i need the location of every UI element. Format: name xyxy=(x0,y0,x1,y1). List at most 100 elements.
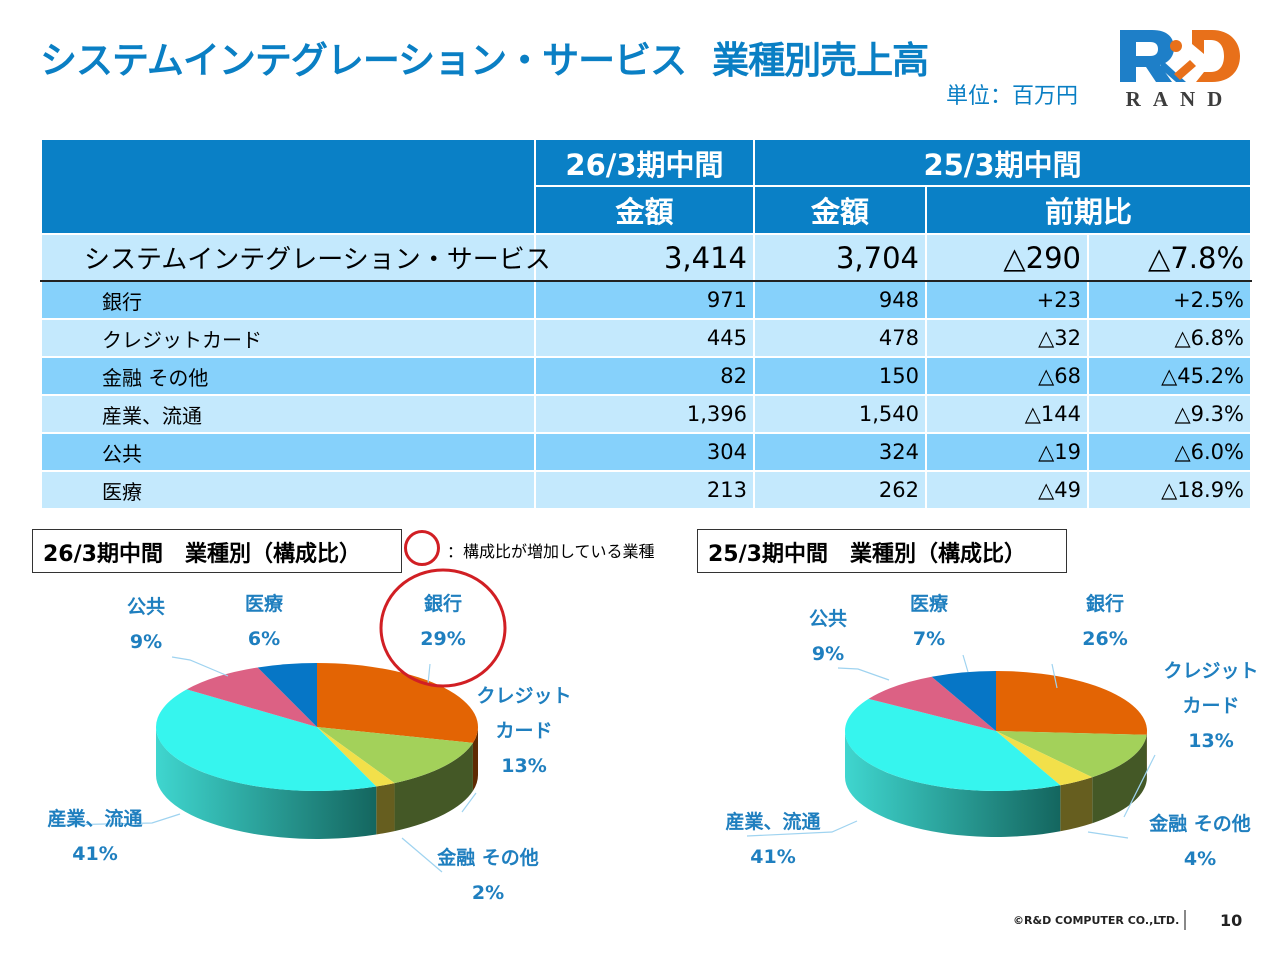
header-amount-current: 金額 xyxy=(534,185,755,235)
cell-ratio: △45.2% xyxy=(1086,356,1253,396)
pie1-value-medical: 7% xyxy=(913,628,945,650)
pie1-side-industry-distribution xyxy=(845,731,1061,837)
cell-diff: △19 xyxy=(925,432,1089,472)
unit-label: 単位：百万円 xyxy=(946,84,1079,109)
table-row: 医療 213 262 △49 △18.9% xyxy=(40,470,1253,510)
header-row-columns: 金額 金額 前期比 xyxy=(41,185,1253,235)
pie0-side-credit-card xyxy=(394,742,473,832)
logo-text: RAND xyxy=(1126,87,1235,110)
pie0-side-industry-distribution xyxy=(156,727,377,839)
pie1-label-bank: 銀行 xyxy=(1086,592,1124,615)
pie0-value-credit-card: 13% xyxy=(501,755,546,777)
title-main: システムインテグレーション・サービス xyxy=(40,39,687,82)
legend-note: ：構成比が増加している業種 xyxy=(447,542,655,561)
pie0-label-credit-card: カード xyxy=(495,720,552,742)
pie1-leader-finance-other xyxy=(1087,831,1129,839)
cell-prev: 150 xyxy=(753,356,927,396)
cell-current: 1,396 xyxy=(534,394,755,434)
row-label: 銀行 xyxy=(40,280,536,320)
pie1-label-credit-card: クレジット xyxy=(1163,660,1258,682)
pie0-slice-finance-other xyxy=(317,727,395,787)
header-period-prev: 25/3期中間 xyxy=(752,138,1253,187)
cell-ratio: △7.8% xyxy=(1086,233,1253,282)
pie1-slice-credit-card xyxy=(996,731,1147,778)
page-title: システムインテグレーション・サービス 業種別売上高 xyxy=(40,30,929,84)
page-number: 10 xyxy=(1220,911,1243,930)
pie1-leader-public xyxy=(837,667,890,681)
company-logo: RAND xyxy=(1120,30,1240,110)
pie1-leader-industry-distribution xyxy=(746,820,858,837)
pie1-label-medical: 医療 xyxy=(910,592,949,615)
logo-mark-icon xyxy=(1120,30,1240,82)
sales-table: 26/3期中間 25/3期中間 金額 金額 前期比 システムインテグレーション・… xyxy=(40,138,1253,510)
pie0-label-credit-card: クレジット xyxy=(476,685,571,707)
pie0-leader-industry-distribution xyxy=(59,813,181,826)
pie1-label-industry-distribution: 産業、流通 xyxy=(725,810,821,833)
cell-prev: 1,540 xyxy=(753,394,927,434)
cell-current: 445 xyxy=(534,318,755,358)
table-row: クレジットカード 445 478 △32 △6.8% xyxy=(40,318,1253,358)
row-label: 公共 xyxy=(40,432,536,472)
pie1-value-bank: 26% xyxy=(1082,628,1127,650)
cell-diff: △49 xyxy=(925,470,1089,510)
pie0-slice-bank xyxy=(317,663,479,743)
pie0-slice-public xyxy=(186,667,317,727)
pie1-slice-industry-distribution xyxy=(845,698,1061,791)
cell-prev: 324 xyxy=(753,432,927,472)
row-label: システムインテグレーション・サービス xyxy=(40,233,551,282)
pie0-slice-credit-card xyxy=(317,727,473,784)
pie1-slice-bank xyxy=(996,671,1147,735)
pie0-value-bank: 29% xyxy=(420,628,465,650)
row-label: クレジットカード xyxy=(40,318,536,358)
highlight-circle-icon xyxy=(404,530,440,566)
cell-diff: △32 xyxy=(925,318,1089,358)
pie0-value-public: 9% xyxy=(130,631,162,653)
cell-prev: 478 xyxy=(753,318,927,358)
cell-prev: 3,704 xyxy=(753,233,927,282)
pie0-leader-credit-card xyxy=(461,792,477,813)
pie1-leader-bank xyxy=(1051,663,1058,689)
chart-title-current: 26/3期中間 業種別（構成比） xyxy=(32,529,402,573)
pie1-leader-credit-card xyxy=(1123,754,1156,818)
copyright: ©R&D COMPUTER CO.,LTD. xyxy=(1013,914,1180,927)
pie1-label-credit-card: カード xyxy=(1182,695,1239,717)
pie0-label-industry-distribution: 産業、流通 xyxy=(47,807,143,830)
cell-ratio: △6.0% xyxy=(1086,432,1253,472)
cell-ratio: +2.5% xyxy=(1086,280,1253,320)
pie0-label-finance-other: 金融 その他 xyxy=(436,846,539,869)
pie1-value-public: 9% xyxy=(812,643,844,665)
cell-current: 304 xyxy=(534,432,755,472)
pie0-value-medical: 6% xyxy=(248,628,280,650)
pie0-value-finance-other: 2% xyxy=(472,882,504,904)
cell-current: 3,414 xyxy=(534,233,755,282)
pie0-label-bank: 銀行 xyxy=(424,592,462,615)
pie1-slice-public xyxy=(868,676,996,731)
row-label: 産業、流通 xyxy=(40,394,536,434)
pie1-slice-medical xyxy=(931,671,996,731)
cell-ratio: △18.9% xyxy=(1086,470,1253,510)
header-period-current: 26/3期中間 xyxy=(534,138,755,187)
pie0-leader-bank xyxy=(427,663,431,685)
pie1-value-industry-distribution: 41% xyxy=(750,846,795,868)
pie1-slice-finance-other xyxy=(996,731,1093,786)
cell-ratio: △9.3% xyxy=(1086,394,1253,434)
cell-prev: 948 xyxy=(753,280,927,320)
header-blank xyxy=(40,138,536,235)
cell-current: 971 xyxy=(534,280,755,320)
pie1-leader-medical xyxy=(962,654,969,673)
pie0-value-industry-distribution: 41% xyxy=(72,843,117,865)
row-label: 金融 その他 xyxy=(40,356,536,396)
cell-current: 82 xyxy=(534,356,755,396)
cell-current: 213 xyxy=(534,470,755,510)
cell-diff: △290 xyxy=(925,233,1089,282)
pie1-value-finance-other: 4% xyxy=(1184,848,1216,870)
pie0-highlight-bank xyxy=(379,568,507,688)
header-row-periods: 26/3期中間 25/3期中間 xyxy=(40,138,1253,235)
row-label: 医療 xyxy=(40,470,536,510)
pie1-side-finance-other xyxy=(1060,777,1093,832)
header-yoy: 前期比 xyxy=(924,185,1253,235)
pie1-label-finance-other: 金融 その他 xyxy=(1148,812,1251,835)
cell-prev: 262 xyxy=(753,470,927,510)
table-row: 金融 その他 82 150 △68 △45.2% xyxy=(40,356,1253,396)
